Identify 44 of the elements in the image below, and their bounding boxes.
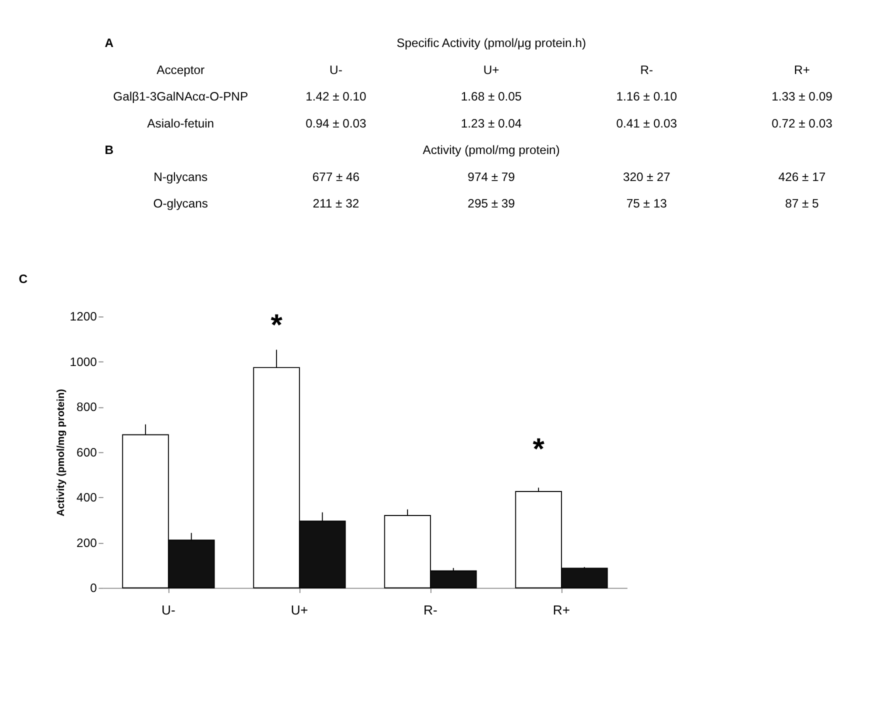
text: 1.42 ± 0.10 (306, 90, 367, 104)
text: 211 ± 32 (312, 196, 360, 211)
text: 75 ± 13 (626, 196, 668, 211)
text: N-glycans (154, 170, 208, 184)
text: Asialo-fetuin (147, 116, 214, 130)
y-axis-title: Activity (pmol/mg protein) (56, 388, 68, 516)
text: O-glycans (153, 196, 208, 211)
text: 0.94 ± 0.03 (306, 116, 367, 130)
text: C (18, 272, 28, 286)
text: Specific Activity (pmol/μg protein.h) (396, 36, 586, 50)
y-tick-label: 1200 (70, 310, 98, 324)
category-label: R+ (794, 62, 810, 77)
category-label: U+ (483, 62, 500, 77)
text: A (104, 36, 114, 50)
text: 974 ± 79 (468, 170, 516, 184)
x-tick-label: U- (162, 602, 176, 618)
y-tick-label: 600 (76, 445, 98, 460)
annotation: * (270, 308, 283, 342)
y-tick-label: 800 (76, 400, 98, 414)
y-tick-label: 1000 (70, 354, 98, 369)
y-tick-label: 0 (90, 581, 98, 596)
text: Acceptor (156, 62, 205, 77)
text: Galβ1-3GalNAcα-O-PNP (113, 90, 248, 104)
y-tick-label: 200 (76, 536, 98, 550)
x-tick-label: R- (424, 602, 438, 618)
text: 677 ± 46 (312, 170, 360, 184)
text: 1.33 ± 0.09 (772, 90, 833, 104)
text: Activity (pmol/mg protein) (422, 143, 560, 158)
text: 1.68 ± 0.05 (460, 90, 522, 104)
category-label: R- (640, 62, 654, 77)
text: 320 ± 27 (623, 170, 670, 184)
y-tick-label: 400 (76, 490, 98, 505)
text: 0.72 ± 0.03 (772, 116, 833, 130)
category-label: U- (330, 62, 342, 77)
text: 87 ± 5 (785, 196, 820, 211)
text: 295 ± 39 (468, 196, 516, 211)
text: 1.23 ± 0.04 (460, 116, 522, 130)
x-tick-label: U+ (290, 602, 308, 618)
text: 1.16 ± 0.10 (616, 90, 678, 104)
text: B (104, 143, 114, 158)
annotation: * (532, 432, 545, 466)
x-tick-label: R+ (552, 602, 570, 618)
text: 0.41 ± 0.03 (616, 116, 678, 130)
text: 426 ± 17 (778, 170, 826, 184)
